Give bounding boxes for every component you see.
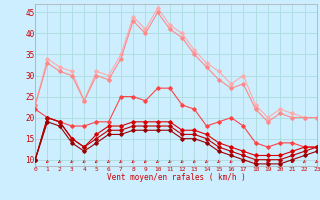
X-axis label: Vent moyen/en rafales ( km/h ): Vent moyen/en rafales ( km/h ) xyxy=(107,173,245,182)
